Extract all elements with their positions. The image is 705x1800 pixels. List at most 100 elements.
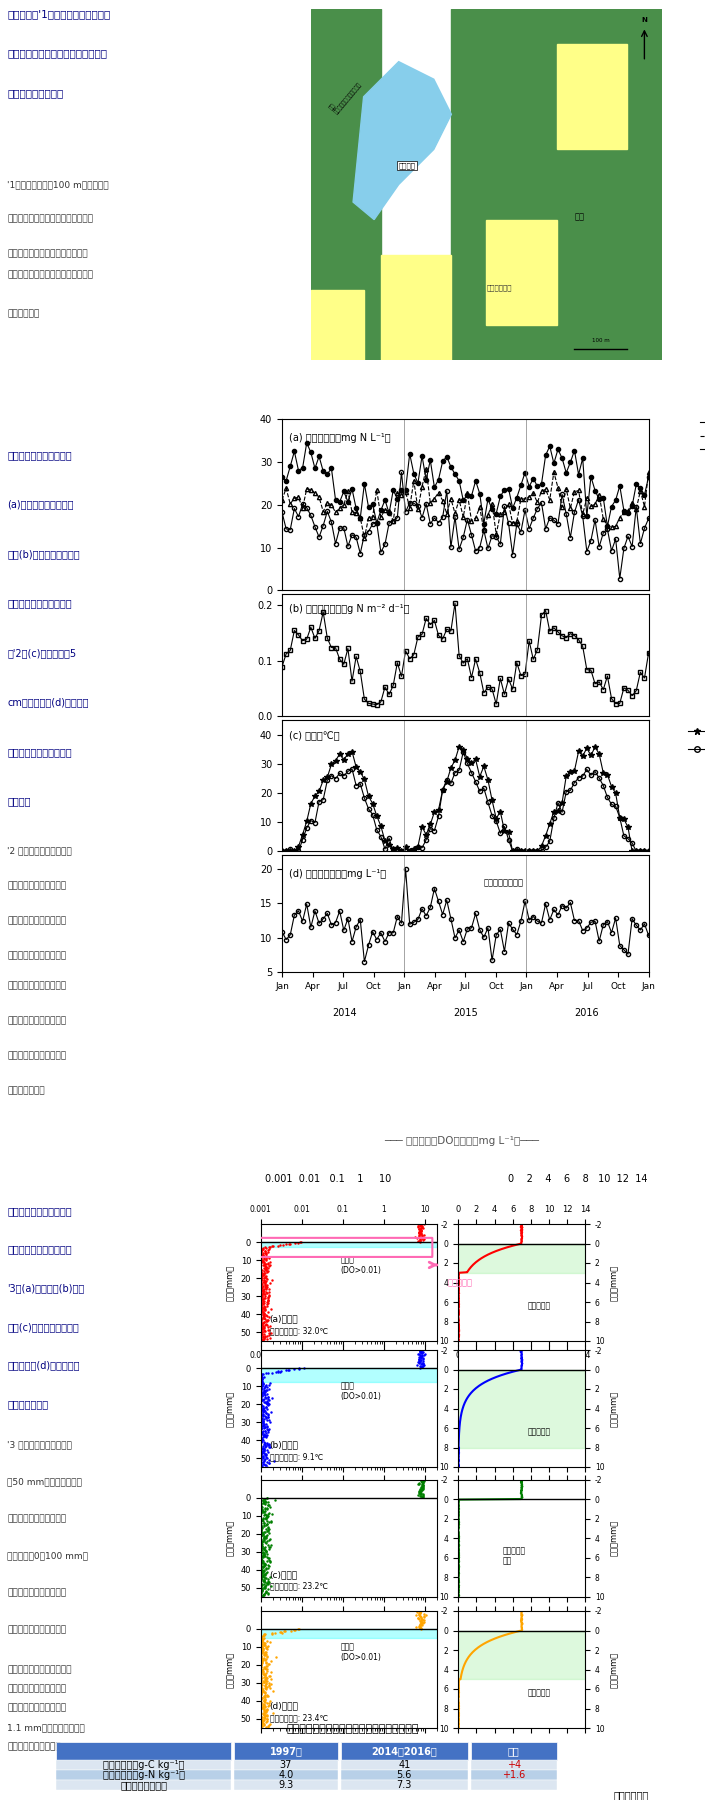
Text: コロニー一層を慎重に取り: コロニー一層を慎重に取り	[7, 1665, 71, 1674]
Bar	[341, 1742, 468, 1760]
Text: 図１　谷津'1の耕作放棄田に設置し: 図１ 谷津'1の耕作放棄田に設置し	[7, 9, 110, 20]
Bar	[341, 1769, 468, 1780]
Polygon shape	[311, 9, 381, 360]
Text: 2014: 2014	[332, 1008, 357, 1019]
Text: 酸素生成層
なし: 酸素生成層 なし	[503, 1546, 526, 1566]
Text: 2015: 2015	[453, 1008, 478, 1019]
Text: 9.3: 9.3	[278, 1780, 293, 1789]
Bar	[56, 1760, 231, 1769]
Polygon shape	[353, 61, 451, 220]
Bar	[341, 1780, 468, 1789]
Text: は無視できる）: は無視できる）	[7, 1085, 44, 1094]
Bar	[56, 1780, 231, 1789]
Text: 37: 37	[280, 1760, 292, 1769]
Polygon shape	[451, 9, 662, 360]
Text: センサープローブ（直径: センサープローブ（直径	[7, 1703, 66, 1712]
Polygon shape	[557, 43, 627, 149]
Text: 湛水中の水温: 23.4℃: 湛水中の水温: 23.4℃	[270, 1714, 328, 1723]
Text: された繊維状の微細藻類: された繊維状の微細藻類	[7, 1625, 66, 1634]
Polygon shape	[486, 220, 557, 326]
Text: 2014〜2016年: 2014〜2016年	[372, 1746, 437, 1755]
Text: 酸素生成層: 酸素生成層	[528, 1427, 551, 1436]
Text: 全窒素含量（g-N kg⁻¹）: 全窒素含量（g-N kg⁻¹）	[103, 1769, 185, 1780]
Text: 5.6: 5.6	[397, 1769, 412, 1780]
Text: 林地: 林地	[574, 212, 584, 221]
Text: (a)表面水中の全窒素濃: (a)表面水中の全窒素濃	[7, 499, 73, 509]
Bar	[471, 1769, 557, 1780]
Y-axis label: 深さ（mm）: 深さ（mm）	[610, 1264, 619, 1301]
Text: N: N	[642, 16, 647, 23]
Text: (d)中温時: (d)中温時	[270, 1701, 298, 1710]
Bar	[234, 1769, 338, 1780]
Bar	[234, 1780, 338, 1789]
Text: 酸素生成層: 酸素生成層	[528, 1301, 551, 1310]
Text: 7.3: 7.3	[397, 1780, 412, 1789]
Text: 4.0: 4.0	[278, 1769, 293, 1780]
Bar	[56, 1742, 231, 1760]
Bar	[458, 1370, 585, 1447]
Text: 濃度の鉛直分布を測定: 濃度の鉛直分布を測定	[7, 1742, 61, 1751]
Text: た調査圃場とその周辺の地形条件及: た調査圃場とその周辺の地形条件及	[7, 49, 107, 59]
Text: 狭幅枝流域に分布する谷底低地のこ: 狭幅枝流域に分布する谷底低地のこ	[7, 214, 93, 223]
Y-axis label: 深さ（mm）: 深さ（mm）	[610, 1519, 619, 1557]
Text: (a) 全窒素濃度（mg N L⁻¹）: (a) 全窒素濃度（mg N L⁻¹）	[289, 434, 391, 443]
Bar	[471, 1742, 557, 1760]
Legend: 地温
(5 cm深), 水温: 地温 (5 cm深), 水温	[685, 718, 705, 756]
Text: 層なし）、(d)中温時（酸: 層なし）、(d)中温時（酸	[7, 1361, 80, 1370]
Text: '3 アクリル製円筒管（内: '3 アクリル製円筒管（内	[7, 1440, 72, 1449]
Text: 図３　調査圃場における: 図３ 調査圃場における	[7, 1206, 72, 1217]
Y-axis label: 深さ（mm）: 深さ（mm）	[226, 1264, 235, 1301]
Text: を管理しているため、降: を管理しているため、降	[7, 1015, 66, 1026]
Text: 湛水中の水温: 32.0℃: 湛水中の水温: 32.0℃	[270, 1327, 328, 1336]
Bar	[56, 1769, 231, 1780]
Y-axis label: 深さ（mm）: 深さ（mm）	[226, 1519, 235, 1557]
Bar	[261, 1242, 437, 1247]
Text: を採取し、地表面に形成: を採取し、地表面に形成	[7, 1589, 66, 1598]
Y-axis label: 深さ（mm）: 深さ（mm）	[610, 1390, 619, 1427]
Polygon shape	[311, 290, 364, 360]
Text: 系列変化: 系列変化	[7, 796, 30, 806]
Text: 0    2    4    6    8   10  12  14: 0 2 4 6 8 10 12 14	[508, 1174, 647, 1184]
Text: 表１　表層土壌の全炭素・全窒素含量の変化: 表１ 表層土壌の全炭素・全窒素含量の変化	[286, 1724, 419, 1733]
Y-axis label: 深さ（mm）: 深さ（mm）	[226, 1390, 235, 1427]
Text: 湛水中の水温: 9.1℃: 湛水中の水温: 9.1℃	[270, 1453, 323, 1462]
Text: '1「谷津」は、幅100 m程度以内の: '1「谷津」は、幅100 m程度以内の	[7, 180, 109, 189]
Text: (c) 温度（℃）: (c) 温度（℃）	[289, 731, 340, 740]
Text: 度'2、(c)地温（深さ5: 度'2、(c)地温（深さ5	[7, 648, 76, 659]
Text: 支から求めた窒素除去速: 支から求めた窒素除去速	[7, 598, 72, 608]
Text: 度、(b)表面水中の窒素収: 度、(b)表面水中の窒素収	[7, 549, 80, 560]
Text: 好気層
(DO>0.01): 好気層 (DO>0.01)	[341, 1255, 381, 1274]
Text: び主な土地利用分布: び主な土地利用分布	[7, 88, 63, 99]
Text: '3：(a)高温時、(b)低温: '3：(a)高温時、(b)低温	[7, 1283, 85, 1292]
Text: 湛水中の水温: 23.2℃: 湛水中の水温: 23.2℃	[270, 1582, 328, 1591]
Text: 41: 41	[398, 1760, 410, 1769]
Text: 谷津
（水田または耕作放棄地）: 谷津 （水田または耕作放棄地）	[329, 77, 363, 115]
Bar	[471, 1760, 557, 1769]
Bar	[261, 1629, 437, 1638]
Bar	[458, 1631, 585, 1679]
Bar	[471, 1780, 557, 1789]
Text: '2 降水による窒素供給も: '2 降水による窒素供給も	[7, 846, 72, 855]
Text: 圃場からの流出水: 圃場からの流出水	[484, 878, 524, 887]
Text: は無視できる程小さくな: は無視できる程小さくな	[7, 950, 66, 961]
Text: 1997年: 1997年	[269, 1746, 302, 1755]
Y-axis label: 深さ（mm）: 深さ（mm）	[610, 1651, 619, 1688]
Text: 100 m: 100 m	[591, 338, 609, 344]
Bar	[234, 1760, 338, 1769]
Text: 好気層
(DO>0.01): 好気層 (DO>0.01)	[341, 1642, 381, 1661]
Text: 調査圃場: 調査圃場	[399, 162, 416, 169]
Text: 全炭素：全窒素比: 全炭素：全窒素比	[121, 1780, 167, 1789]
Text: 畑地（野菜）: 畑地（野菜）	[486, 284, 512, 292]
Text: 土壌（深さ0〜100 mm）: 土壌（深さ0〜100 mm）	[7, 1552, 88, 1561]
Text: (c)中温時: (c)中温時	[270, 1570, 298, 1579]
Text: （江口定夫）: （江口定夫）	[613, 1791, 649, 1800]
Text: 除いた後、酸素マイクロ: 除いた後、酸素マイクロ	[7, 1685, 66, 1694]
Text: (b) 窒素除去速度（g N m⁻² d⁻¹）: (b) 窒素除去速度（g N m⁻² d⁻¹）	[289, 603, 410, 614]
Text: 0.001  0.01   0.1    1     10: 0.001 0.01 0.1 1 10	[265, 1174, 391, 1184]
Text: (b)低温時: (b)低温時	[270, 1440, 298, 1449]
Text: 1.1 mm）により溶存酸素: 1.1 mm）により溶存酸素	[7, 1723, 85, 1732]
Y-axis label: 深さ（mm）: 深さ（mm）	[226, 1651, 235, 1688]
Text: 一部を拡大: 一部を拡大	[448, 1278, 472, 1287]
Polygon shape	[381, 254, 451, 360]
Bar	[458, 1244, 585, 1273]
